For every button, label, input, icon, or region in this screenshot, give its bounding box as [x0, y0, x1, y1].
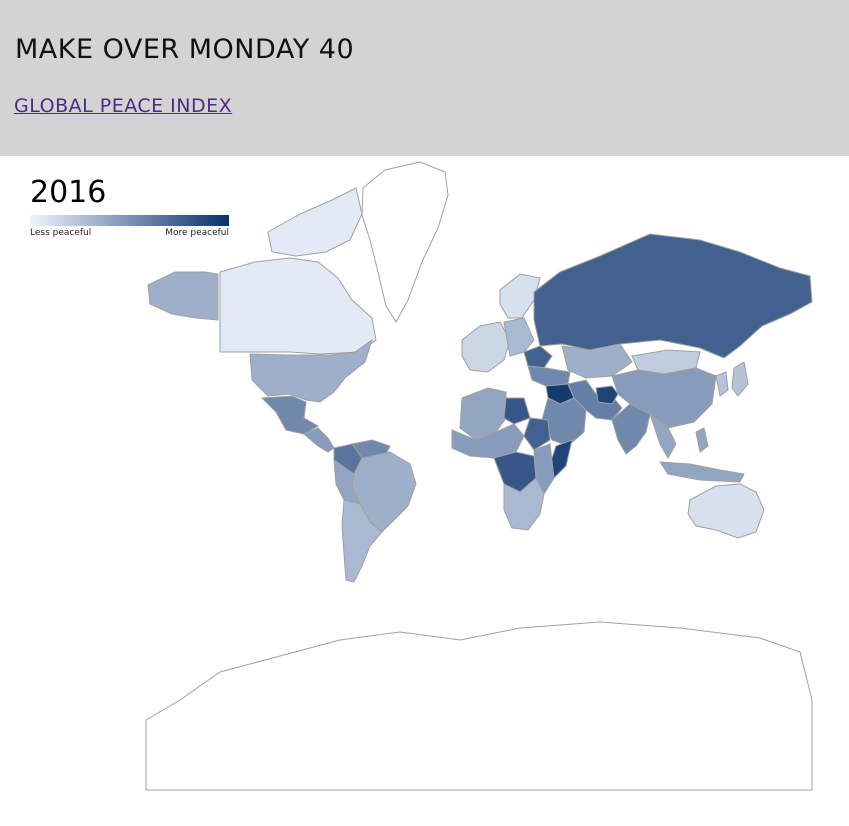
legend-color-scale: [30, 215, 229, 226]
region-central-america[interactable]: [303, 427, 335, 453]
region-afghanistan[interactable]: [595, 385, 619, 405]
region-alaska[interactable]: [147, 271, 219, 321]
region-united-states[interactable]: [249, 338, 373, 403]
region-sahel[interactable]: [451, 423, 525, 459]
year-label: 2016: [30, 175, 107, 210]
legend-low-label: Less peaceful: [30, 228, 92, 238]
region-mexico[interactable]: [260, 395, 320, 435]
region-western-europe[interactable]: [461, 321, 511, 373]
region-ukraine[interactable]: [523, 345, 553, 369]
region-iran-pakistan[interactable]: [567, 379, 623, 421]
region-india[interactable]: [611, 403, 651, 455]
region-southeast-asia[interactable]: [649, 412, 677, 460]
region-antarctica[interactable]: [145, 621, 813, 791]
region-north-africa[interactable]: [459, 387, 507, 441]
global-peace-index-link[interactable]: GLOBAL PEACE INDEX: [14, 95, 233, 117]
region-indonesia[interactable]: [659, 427, 745, 483]
region-greenland[interactable]: [361, 161, 449, 323]
region-scandinavia[interactable]: [499, 273, 541, 319]
region-argentina-chile[interactable]: [341, 499, 383, 583]
page-title: MAKE OVER MONDAY 40: [15, 34, 355, 65]
region-china[interactable]: [611, 367, 717, 429]
world-map[interactable]: 2016 Less peaceful More peaceful: [0, 156, 849, 826]
region-australia[interactable]: [687, 483, 765, 539]
region-eastern-europe[interactable]: [503, 317, 535, 357]
region-east-africa[interactable]: [533, 443, 555, 496]
legend-high-label: More peaceful: [165, 228, 229, 238]
page-header: MAKE OVER MONDAY 40 GLOBAL PEACE INDEX: [0, 0, 849, 156]
region-turkey[interactable]: [527, 365, 571, 387]
region-canada[interactable]: [219, 187, 377, 355]
legend: 2016 Less peaceful More peaceful: [30, 175, 230, 245]
region-kazakhstan[interactable]: [561, 343, 633, 379]
region-russia[interactable]: [533, 233, 813, 359]
region-libya[interactable]: [503, 397, 531, 425]
map-canvas: [145, 161, 813, 791]
region-southern-africa[interactable]: [503, 477, 545, 531]
region-sudan[interactable]: [523, 417, 551, 451]
region-japan-korea[interactable]: [715, 361, 749, 397]
